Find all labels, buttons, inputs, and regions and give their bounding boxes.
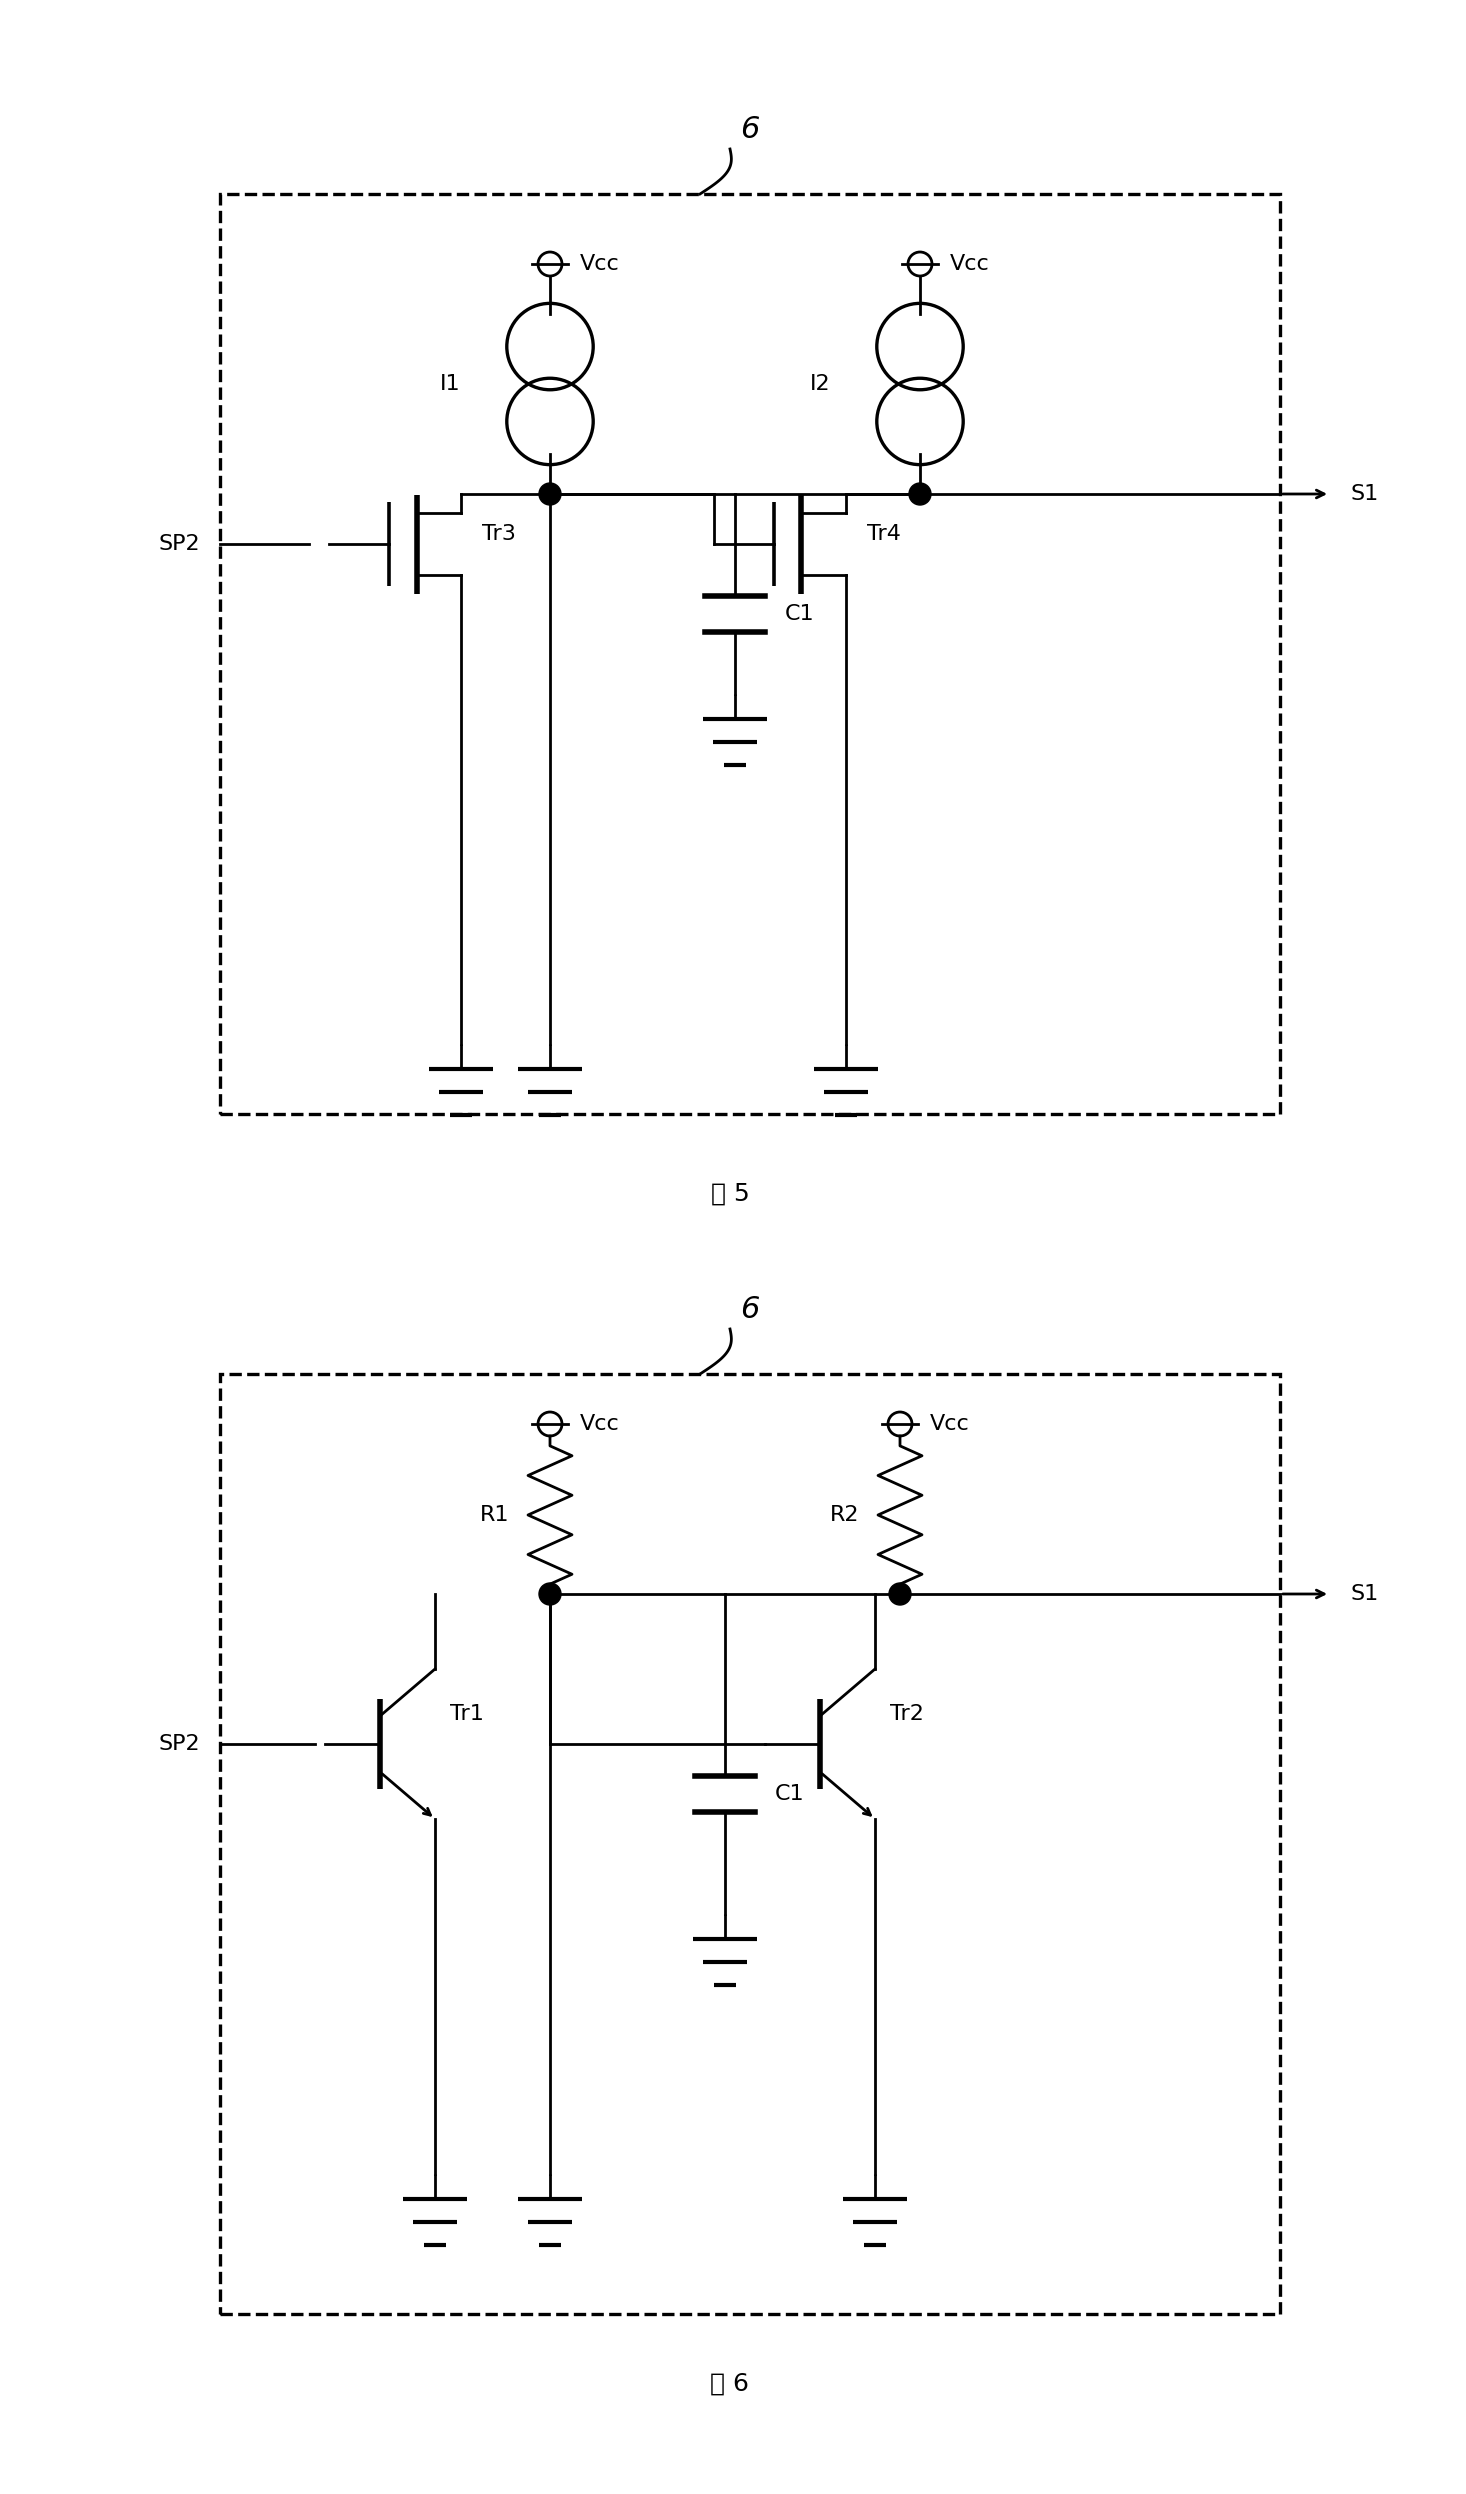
Text: 图 5: 图 5	[711, 1182, 749, 1207]
Text: 图 6: 图 6	[711, 2372, 749, 2397]
Text: Tr3: Tr3	[482, 524, 516, 544]
Text: C1: C1	[784, 604, 815, 624]
Text: Vcc: Vcc	[929, 1414, 969, 1434]
Text: Tr1: Tr1	[450, 1703, 484, 1723]
Text: C1: C1	[776, 1783, 805, 1803]
Circle shape	[539, 1584, 561, 1606]
Text: I2: I2	[809, 374, 830, 394]
Text: Vcc: Vcc	[581, 254, 620, 274]
Text: Tr2: Tr2	[890, 1703, 924, 1723]
Text: Tr4: Tr4	[868, 524, 902, 544]
Text: S1: S1	[1350, 1584, 1378, 1604]
Text: SP2: SP2	[158, 1733, 199, 1753]
Text: R2: R2	[830, 1504, 859, 1524]
Text: Vcc: Vcc	[581, 1414, 620, 1434]
Text: 6: 6	[740, 115, 759, 145]
Circle shape	[539, 484, 561, 504]
Circle shape	[909, 484, 931, 504]
Circle shape	[888, 1584, 910, 1606]
Text: S1: S1	[1350, 484, 1378, 504]
Text: R1: R1	[481, 1504, 510, 1524]
Text: SP2: SP2	[158, 534, 199, 554]
Text: Vcc: Vcc	[950, 254, 990, 274]
Text: I1: I1	[440, 374, 460, 394]
Text: 6: 6	[740, 1294, 759, 1324]
